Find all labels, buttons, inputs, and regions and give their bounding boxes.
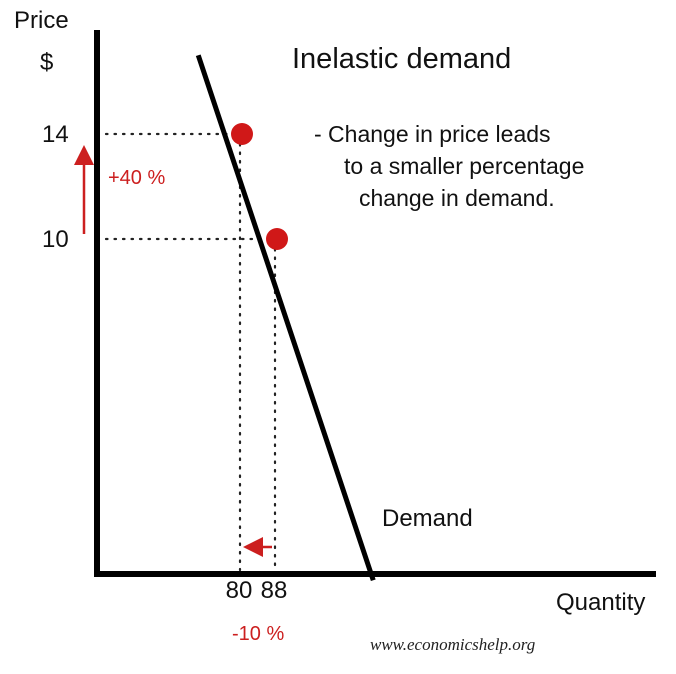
y-tick-label-10: 10 [42, 226, 69, 253]
point-upper [231, 123, 253, 145]
quantity-change-label: -10 % [232, 623, 284, 645]
x-tick-label-80: 80 [226, 577, 253, 604]
y-axis-unit: $ [40, 49, 53, 76]
source-watermark: www.economicshelp.org [370, 635, 535, 654]
annotation-line-1: - Change in price leads [314, 121, 551, 147]
x-tick-label-88: 88 [261, 577, 288, 604]
annotation-line-2: to a smaller percentage [344, 153, 584, 179]
demand-line [195, 54, 376, 582]
point-lower [266, 228, 288, 250]
chart-title: Inelastic demand [292, 43, 511, 75]
x-axis-label: Quantity [556, 589, 645, 616]
y-tick-label-14: 14 [42, 121, 69, 148]
y-axis-label: Price [14, 7, 69, 34]
annotation-line-3: change in demand. [359, 185, 555, 211]
demand-label: Demand [382, 505, 473, 532]
price-change-label: +40 % [108, 167, 165, 189]
